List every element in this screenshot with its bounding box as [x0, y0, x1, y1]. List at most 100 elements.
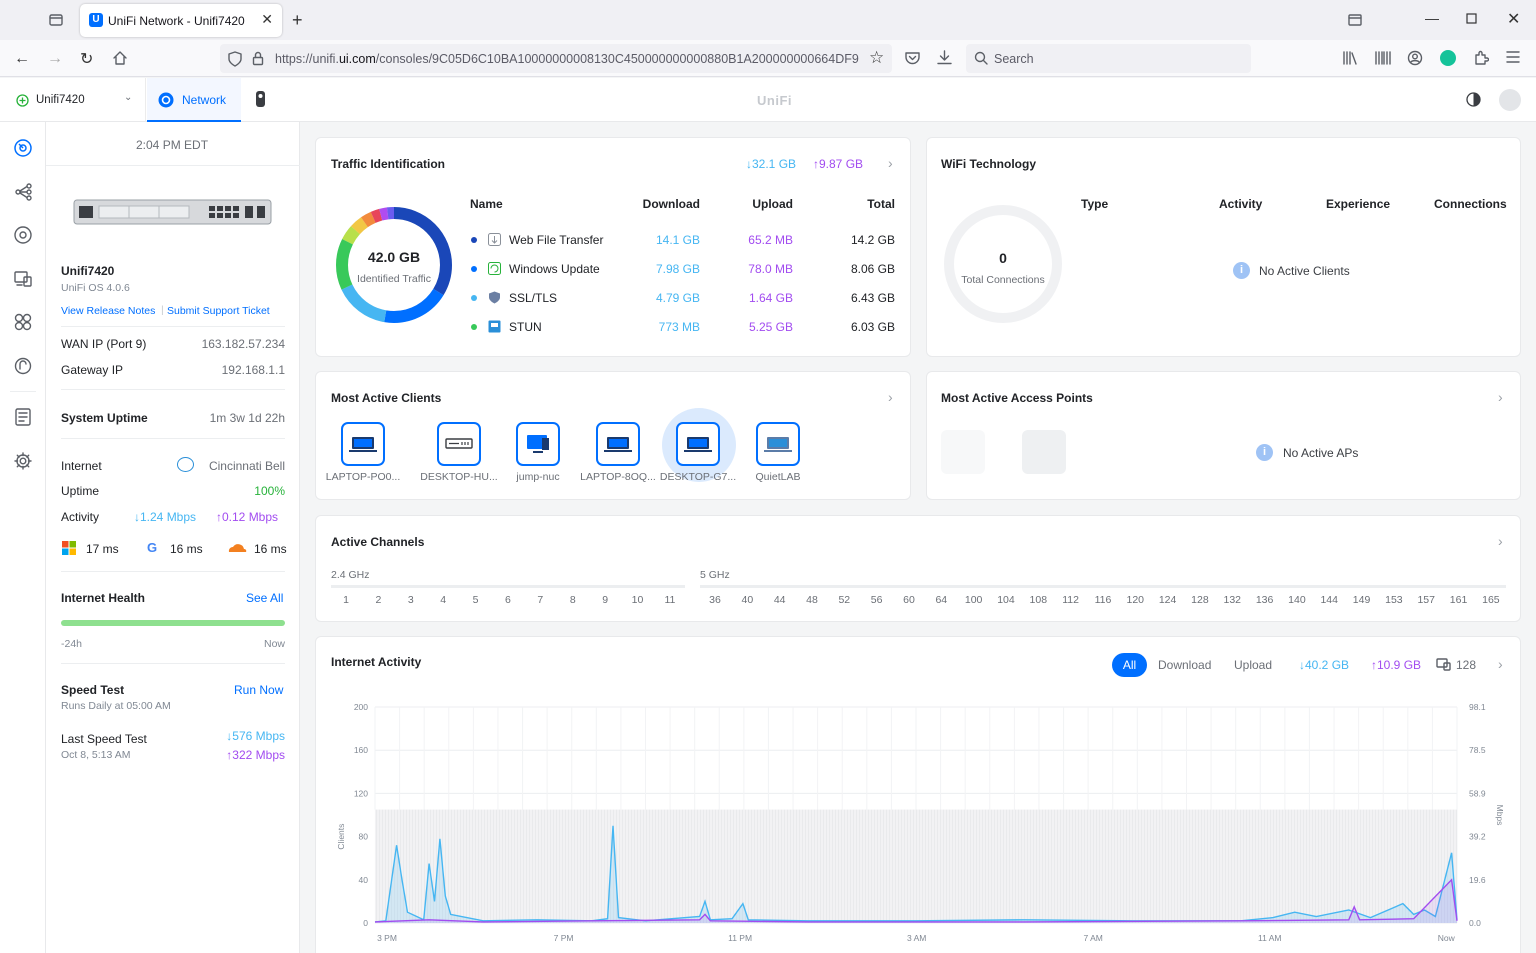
traffic-total-upload: ↑9.87 GB	[813, 157, 864, 171]
chevron-right-icon[interactable]: ›	[1498, 389, 1503, 405]
home-icon[interactable]	[112, 50, 128, 66]
support-ticket-link[interactable]: Submit Support Ticket	[167, 305, 270, 317]
internet-uptime-label: Uptime	[61, 484, 100, 498]
theme-toggle-icon[interactable]	[1466, 92, 1481, 107]
search-bar[interactable]: Search	[966, 44, 1251, 73]
topology-icon[interactable]	[15, 183, 33, 201]
isp-logo-icon	[177, 457, 194, 472]
insights-icon[interactable]	[14, 313, 32, 331]
client-item[interactable]: LAPTOP-8OQ...	[577, 422, 659, 483]
devices-icon[interactable]	[14, 226, 32, 244]
y-tick-label: 80	[359, 832, 369, 842]
system-log-icon[interactable]	[14, 408, 32, 426]
x-tick-label: 3 AM	[907, 933, 926, 943]
chevron-right-icon[interactable]: ›	[1498, 656, 1503, 672]
lock-icon[interactable]	[252, 51, 264, 66]
y-tick-label: 40	[359, 875, 369, 885]
internet-health-label: Internet Health	[61, 591, 146, 605]
chevron-right-icon[interactable]: ›	[888, 389, 893, 405]
channel-number: 153	[1385, 594, 1403, 606]
channel-number: 3	[407, 594, 414, 606]
device-name: Unifi7420	[61, 264, 115, 278]
traffic-row-name[interactable]: SSL/TLS	[509, 291, 558, 305]
channel-number: 100	[964, 594, 983, 606]
pocket-icon[interactable]	[905, 51, 920, 65]
traffic-identification-card[interactable]	[315, 137, 911, 357]
client-item[interactable]: QuietLAB	[737, 422, 819, 483]
minimize-icon[interactable]: —	[1425, 10, 1439, 26]
clients-title: Most Active Clients	[331, 391, 442, 405]
channel-number: 104	[997, 594, 1015, 606]
client-devices-icon[interactable]	[14, 270, 32, 288]
tab-overview-icon[interactable]	[48, 12, 64, 28]
new-tab-icon[interactable]: +	[292, 10, 303, 30]
close-window-icon[interactable]: ✕	[1507, 11, 1521, 28]
bookmark-star-icon[interactable]: ☆	[869, 48, 885, 67]
channel-number: 36	[709, 594, 721, 606]
os-version: UniFi OS 4.0.6	[61, 282, 130, 294]
menu-icon[interactable]	[1506, 51, 1520, 63]
maximize-icon[interactable]	[1466, 13, 1477, 24]
filter-all-button[interactable]: All	[1112, 653, 1147, 677]
traffic-row-total: 14.2 GB	[850, 233, 895, 247]
traffic-row-download: 14.1 GB	[655, 233, 700, 247]
current-time: 2:04 PM EDT	[136, 138, 209, 152]
account-icon[interactable]	[1407, 50, 1423, 66]
filter-download-button[interactable]: Download	[1158, 658, 1212, 672]
client-item[interactable]: DESKTOP-G7...	[657, 422, 739, 483]
grammarly-icon[interactable]	[1440, 50, 1456, 66]
internet-label: Internet	[61, 459, 102, 473]
protect-app-icon[interactable]	[255, 90, 266, 108]
dashboard-icon[interactable]	[14, 139, 32, 157]
activity-total-upload: ↑10.9 GB	[1371, 658, 1422, 672]
traffic-row-name[interactable]: Windows Update	[509, 262, 600, 276]
x-tick-label: 3 PM	[377, 933, 397, 943]
internet-uptime-value: 100%	[254, 484, 285, 498]
chevron-right-icon[interactable]: ›	[888, 155, 893, 171]
release-notes-link[interactable]: View Release Notes	[61, 305, 156, 317]
app-tab-network[interactable]: Network	[147, 78, 241, 122]
library-icon[interactable]	[1342, 51, 1358, 65]
donut-label: Identified Traffic	[357, 273, 431, 285]
back-icon[interactable]: ←	[14, 50, 30, 67]
shield-icon[interactable]	[228, 51, 242, 67]
filter-upload-button[interactable]: Upload	[1234, 658, 1273, 672]
shield-security-icon[interactable]	[14, 357, 32, 375]
close-tab-icon[interactable]: ✕	[261, 11, 273, 27]
laptop-icon	[676, 422, 720, 466]
tab-list-icon[interactable]	[1347, 12, 1363, 28]
browser-tab[interactable]: U UniFi Network - Unifi7420 ✕	[80, 4, 282, 37]
ssl-shield-icon	[488, 291, 501, 304]
traffic-row-total: 6.03 GB	[850, 320, 895, 334]
user-avatar[interactable]	[1499, 89, 1521, 111]
extensions-icon[interactable]	[1473, 50, 1489, 66]
download-icon[interactable]	[937, 50, 952, 65]
url-bar[interactable]: https://unifi.ui.com/consoles/9C05D6C10B…	[220, 44, 892, 73]
channel-number: 132	[1223, 594, 1242, 606]
extension-barcode-icon[interactable]	[1375, 51, 1391, 65]
traffic-row-name[interactable]: STUN	[509, 320, 542, 334]
settings-gear-icon[interactable]	[14, 452, 32, 470]
client-item[interactable]: jump-nuc	[497, 422, 579, 483]
console-selector[interactable]: Unifi7420 ⌄	[0, 78, 146, 122]
band-2-4ghz: 2.4 GHz	[331, 569, 370, 581]
channel-number: 6	[505, 594, 511, 606]
channel-number: 11	[664, 594, 676, 606]
client-item[interactable]: DESKTOP-HU...	[418, 422, 500, 483]
y-tick-label: 160	[354, 745, 368, 755]
run-now-button[interactable]: Run Now	[234, 683, 284, 697]
traffic-row-name[interactable]: Web File Transfer	[509, 233, 604, 247]
unifi-favicon-icon: U	[89, 13, 103, 27]
active-channels-card[interactable]	[315, 515, 1521, 622]
health-end: Now	[264, 638, 286, 650]
client-item[interactable]: LAPTOP-PO0...	[322, 422, 404, 483]
chevron-right-icon[interactable]: ›	[1498, 533, 1503, 549]
reload-icon[interactable]: ↻	[80, 51, 94, 68]
channel-number: 116	[1094, 594, 1112, 606]
forward-icon[interactable]: →	[47, 50, 63, 67]
x-tick-label: Now	[1438, 933, 1456, 943]
client-name: jump-nuc	[516, 471, 560, 483]
wifi-title: WiFi Technology	[941, 157, 1036, 171]
latency-google: 16 ms	[170, 542, 203, 556]
see-all-link[interactable]: See All	[246, 591, 284, 605]
